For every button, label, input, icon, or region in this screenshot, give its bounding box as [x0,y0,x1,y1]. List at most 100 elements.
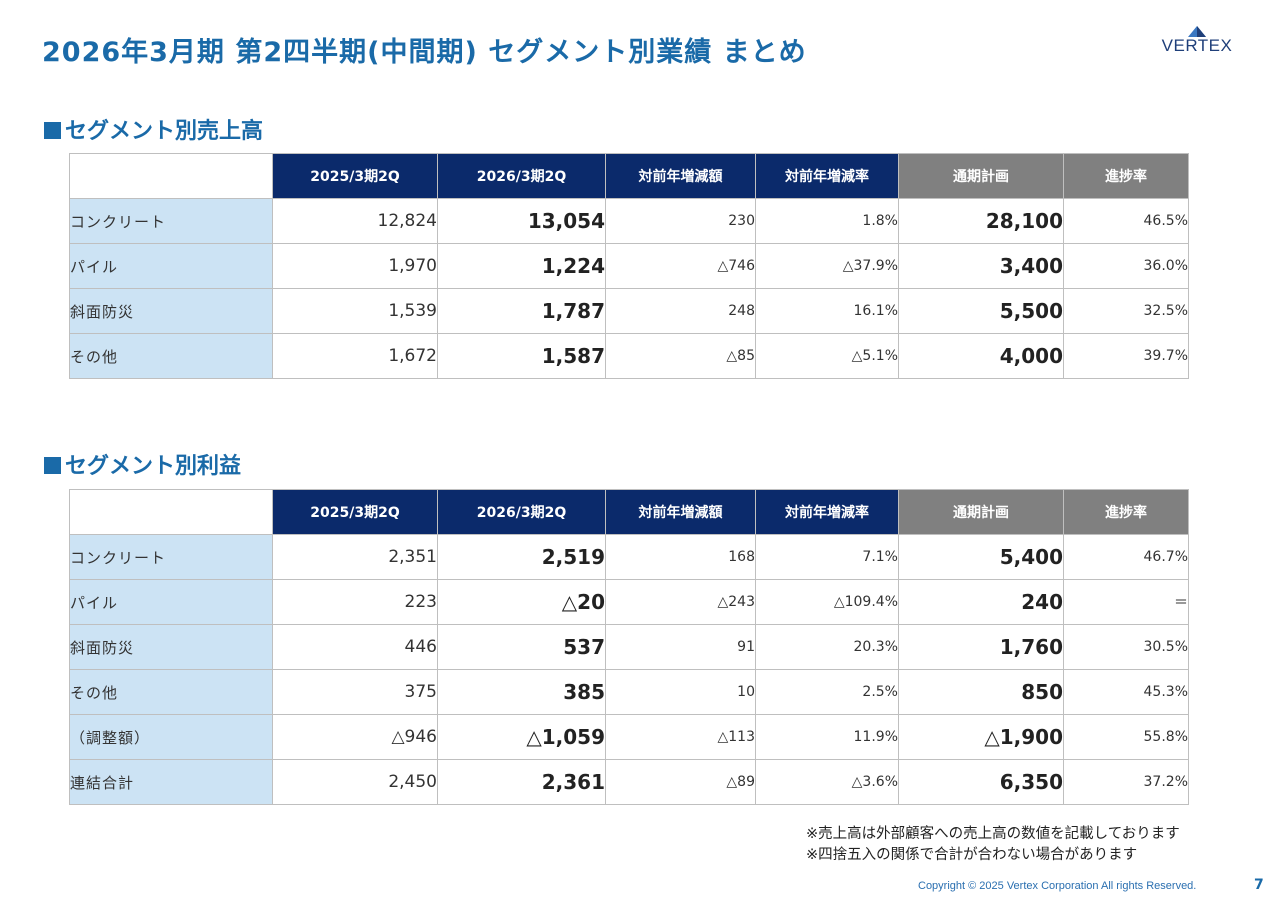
row-label: その他 [69,333,273,379]
cell-prev: 12,824 [272,198,438,244]
cell-progress: 37.2% [1063,759,1189,805]
cell-progress: 39.7% [1063,333,1189,379]
table-row: コンクリート 12,824 13,054 230 1.8% 28,100 46.5% [69,198,1189,244]
cell-curr: △1,059 [437,714,606,760]
cell-diff: 230 [605,198,756,244]
cell-curr: 537 [437,624,606,670]
cell-diff: 248 [605,288,756,334]
cell-progress: 30.5% [1063,624,1189,670]
cell-plan: 850 [898,669,1064,715]
cell-curr: 1,587 [437,333,606,379]
cell-plan: 6,350 [898,759,1064,805]
cell-progress: 45.3% [1063,669,1189,715]
profit-table: （単位：百万円） 2025/3期2Q 2026/3期2Q 対前年増減額 対前年増… [69,489,1189,805]
table-row: （調整額） △946 △1,059 △113 11.9% △1,900 55.8% [69,714,1189,760]
square-bullet-icon [44,457,61,474]
table-row: コンクリート 2,351 2,519 168 7.1% 5,400 46.7% [69,534,1189,580]
header-rate: 対前年増減率 [755,489,899,535]
cell-rate: 7.1% [755,534,899,580]
cell-prev: △946 [272,714,438,760]
header-curr: 2026/3期2Q [437,153,606,199]
cell-rate: 16.1% [755,288,899,334]
row-label: 斜面防災 [69,288,273,334]
copyright-text: Copyright © 2025 Vertex Corporation All … [918,880,1197,892]
table-row: 連結合計 2,450 2,361 △89 △3.6% 6,350 37.2% [69,759,1189,805]
cell-rate: △109.4% [755,579,899,625]
footnote: ※売上高は外部顧客への売上高の数値を記載しております [806,826,1180,842]
cell-curr: 2,361 [437,759,606,805]
profit-section-title: セグメント別利益 [44,448,241,480]
cell-progress: 36.0% [1063,243,1189,289]
cell-diff: 91 [605,624,756,670]
cell-plan: △1,900 [898,714,1064,760]
cell-plan: 3,400 [898,243,1064,289]
logo-wordmark: VERTEX [1161,36,1233,55]
cell-curr: 2,519 [437,534,606,580]
header-diff: 対前年増減額 [605,489,756,535]
header-progress: 進捗率 [1063,153,1189,199]
unit-label: （単位：百万円） [69,489,273,535]
triangle-logo-icon [1188,26,1206,37]
cell-plan: 1,760 [898,624,1064,670]
cell-prev: 2,450 [272,759,438,805]
cell-diff: 168 [605,534,756,580]
table-row: その他 375 385 10 2.5% 850 45.3% [69,669,1189,715]
row-label: コンクリート [69,534,273,580]
cell-plan: 28,100 [898,198,1064,244]
header-plan: 通期計画 [898,489,1064,535]
cell-prev: 1,539 [272,288,438,334]
row-label: パイル [69,579,273,625]
cell-prev: 1,672 [272,333,438,379]
header-rate: 対前年増減率 [755,153,899,199]
company-logo: VERTEX [1146,26,1248,56]
row-label: 斜面防災 [69,624,273,670]
cell-plan: 5,400 [898,534,1064,580]
cell-curr: 1,224 [437,243,606,289]
page-title: 2026年3月期 第2四半期(中間期) セグメント別業績 まとめ [42,37,807,68]
table-header-row: （単位：百万円） 2025/3期2Q 2026/3期2Q 対前年増減額 対前年増… [69,489,1189,535]
cell-progress: ＝ [1063,579,1189,625]
cell-prev: 223 [272,579,438,625]
cell-rate: 2.5% [755,669,899,715]
cell-prev: 446 [272,624,438,670]
cell-rate: △5.1% [755,333,899,379]
row-label: 連結合計 [69,759,273,805]
cell-diff: △89 [605,759,756,805]
cell-diff: △85 [605,333,756,379]
cell-curr: △20 [437,579,606,625]
cell-rate: △3.6% [755,759,899,805]
header-prev: 2025/3期2Q [272,489,438,535]
cell-diff: △113 [605,714,756,760]
cell-plan: 5,500 [898,288,1064,334]
cell-curr: 385 [437,669,606,715]
cell-diff: 10 [605,669,756,715]
cell-curr: 13,054 [437,198,606,244]
footnotes: ※売上高は外部顧客への売上高の数値を記載しております ※四捨五入の関係で合計が合… [806,824,1180,866]
header-prev: 2025/3期2Q [272,153,438,199]
cell-progress: 32.5% [1063,288,1189,334]
unit-label: （単位：百万円） [69,153,273,199]
cell-prev: 2,351 [272,534,438,580]
cell-plan: 4,000 [898,333,1064,379]
footnote: ※四捨五入の関係で合計が合わない場合があります [806,847,1138,863]
cell-prev: 375 [272,669,438,715]
sales-section-title: セグメント別売上高 [44,113,263,145]
page-number: 7 [1254,877,1264,893]
row-label: その他 [69,669,273,715]
square-bullet-icon [44,122,61,139]
header-progress: 進捗率 [1063,489,1189,535]
cell-progress: 46.7% [1063,534,1189,580]
table-header-row: （単位：百万円） 2025/3期2Q 2026/3期2Q 対前年増減額 対前年増… [69,153,1189,199]
cell-rate: 1.8% [755,198,899,244]
sales-table: （単位：百万円） 2025/3期2Q 2026/3期2Q 対前年増減額 対前年増… [69,153,1189,379]
row-label: コンクリート [69,198,273,244]
table-row: パイル 1,970 1,224 △746 △37.9% 3,400 36.0% [69,243,1189,289]
cell-plan: 240 [898,579,1064,625]
table-row: 斜面防災 446 537 91 20.3% 1,760 30.5% [69,624,1189,670]
cell-progress: 46.5% [1063,198,1189,244]
cell-rate: 20.3% [755,624,899,670]
cell-diff: △243 [605,579,756,625]
table-row: パイル 223 △20 △243 △109.4% 240 ＝ [69,579,1189,625]
cell-rate: 11.9% [755,714,899,760]
table-row: その他 1,672 1,587 △85 △5.1% 4,000 39.7% [69,333,1189,379]
